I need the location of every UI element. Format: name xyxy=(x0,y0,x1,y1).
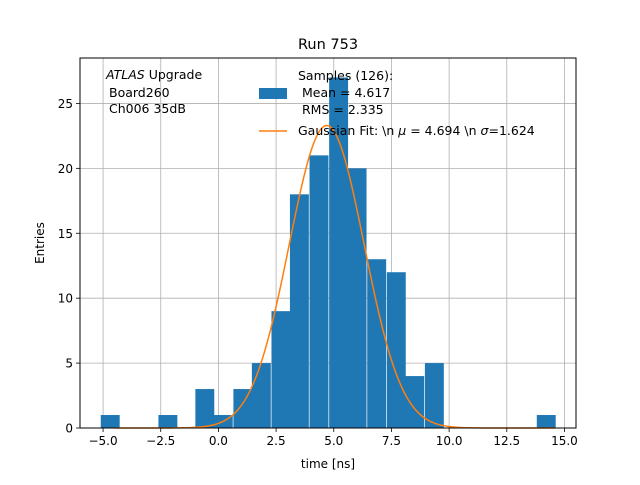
x-tick-label: 5.0 xyxy=(324,434,343,448)
histogram-bars xyxy=(100,77,556,429)
legend-fit-label: Gaussian Fit: \n μ = 4.694 \n σ=1.624 xyxy=(298,123,535,138)
histogram-bar xyxy=(405,376,425,428)
y-tick-label: 0 xyxy=(65,422,73,436)
x-tick-label: 10.0 xyxy=(436,434,463,448)
x-tick-label: 15.0 xyxy=(551,434,578,448)
x-tick-label: −5.0 xyxy=(88,434,117,448)
legend-samples-line-2: Mean = 4.617 xyxy=(302,85,390,100)
y-tick-label: 15 xyxy=(58,227,73,241)
histogram-bar xyxy=(271,311,291,428)
legend: Samples (126): Mean = 4.617 RMS = 2.335 … xyxy=(259,68,535,138)
histogram-bar xyxy=(158,415,178,428)
y-axis-ticks: 0 5 10 15 20 25 xyxy=(58,97,80,436)
x-tick-label: 0.0 xyxy=(209,434,228,448)
histogram-bar xyxy=(386,272,406,428)
x-axis-ticks: −5.0 −2.5 0.0 2.5 5.0 7.5 10.0 12.5 15.0 xyxy=(88,428,578,448)
y-tick-label: 25 xyxy=(58,97,73,111)
x-tick-label: 7.5 xyxy=(382,434,401,448)
histogram-bar xyxy=(100,415,120,428)
y-tick-label: 10 xyxy=(58,292,73,306)
histogram-bar xyxy=(329,77,349,428)
histogram-bar xyxy=(309,155,329,429)
histogram-bar xyxy=(233,389,253,428)
histogram-bar xyxy=(251,363,271,428)
chart-title: Run 753 xyxy=(298,37,358,53)
x-tick-label: 2.5 xyxy=(267,434,286,448)
annotation-line-2: Board260 xyxy=(109,85,170,100)
histogram-bar xyxy=(367,259,387,428)
histogram-bar xyxy=(536,415,556,428)
x-tick-label: −2.5 xyxy=(146,434,175,448)
histogram-bar xyxy=(424,363,444,428)
y-axis-label: Entries xyxy=(33,222,47,264)
y-tick-label: 20 xyxy=(58,162,73,176)
x-tick-label: 12.5 xyxy=(493,434,520,448)
legend-samples-swatch xyxy=(259,88,287,99)
y-tick-label: 5 xyxy=(65,357,73,371)
histogram-bar xyxy=(195,389,215,428)
legend-samples-line-3: RMS = 2.335 xyxy=(302,102,384,117)
histogram-bar xyxy=(289,194,309,428)
annotation-line-3: Ch006 35dB xyxy=(109,101,186,116)
atlas-annotation: ATLAS Upgrade Board260 Ch006 35dB xyxy=(105,67,202,116)
axes-frame xyxy=(79,57,577,429)
x-axis-label: time [ns] xyxy=(301,457,355,471)
annotation-line-1: ATLAS Upgrade xyxy=(105,67,202,82)
legend-samples-line-1: Samples (126): xyxy=(298,68,393,83)
